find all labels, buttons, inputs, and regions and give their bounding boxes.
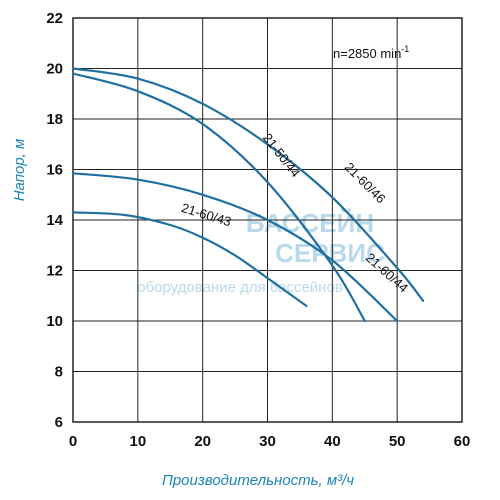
y-tick-label-14: 14 [46, 212, 63, 229]
curve-21-60-44 [71, 172, 399, 323]
x-tick-label-60: 60 [454, 433, 471, 450]
y-axis-title: Напор, м [11, 139, 28, 202]
y-tick-label-8: 8 [55, 364, 63, 381]
watermark: БАССЕЙН СЕРВИС оборудование для бассейно… [137, 208, 385, 296]
curve-label-21-60-46: 21-60/46 [342, 159, 389, 206]
x-tick-label-40: 40 [324, 433, 341, 450]
curve-21-50-44 [71, 72, 366, 323]
curves [71, 67, 425, 323]
ticks: 0 10 20 30 40 50 60 6 8 10 12 14 16 18 20 22 [46, 10, 470, 450]
x-axis-title: Производительность, м³/ч [162, 472, 354, 489]
y-tick-label-22: 22 [46, 10, 63, 27]
x-tick-label-10: 10 [129, 433, 146, 450]
x-tick-label-0: 0 [69, 433, 77, 450]
x-tick-label-30: 30 [259, 433, 276, 450]
curve-label-21-50-44: 21-50/44 [260, 130, 303, 180]
curve-21-60-43 [71, 211, 308, 307]
plot-frame [72, 17, 463, 423]
y-tick-label-16: 16 [46, 162, 63, 179]
y-tick-label-20: 20 [46, 61, 63, 78]
x-tick-label-20: 20 [194, 433, 211, 450]
curve-21-60-46 [71, 67, 425, 302]
y-tick-label-10: 10 [46, 313, 63, 330]
speed-label-base: n=2850 min [333, 46, 401, 61]
x-tick-label-50: 50 [389, 433, 406, 450]
y-tick-label-12: 12 [46, 263, 63, 280]
y-tick-label-6: 6 [55, 414, 63, 431]
curve-label-21-60-43: 21-60/43 [180, 200, 233, 229]
speed-label-exponent: -1 [401, 44, 409, 54]
y-tick-label-18: 18 [46, 111, 63, 128]
speed-label: n=2850 min-1 [333, 44, 409, 61]
watermark-line3: оборудование для бассейнов [137, 279, 343, 296]
